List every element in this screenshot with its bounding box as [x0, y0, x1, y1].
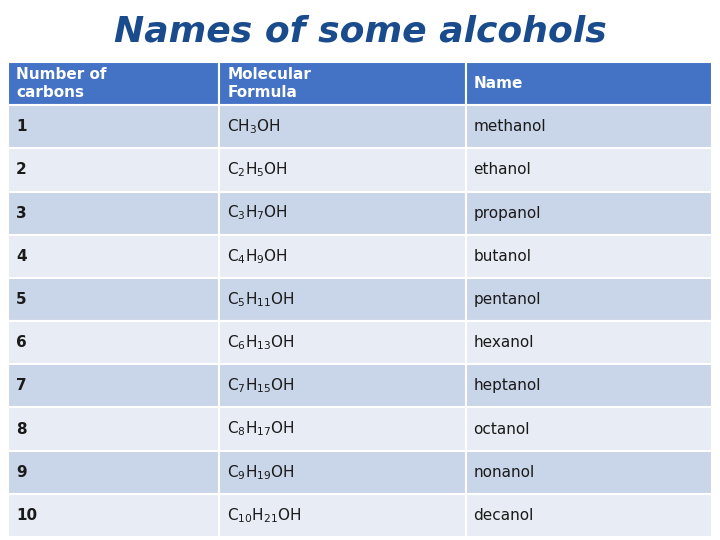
- Bar: [219, 105, 466, 148]
- Bar: [466, 321, 712, 365]
- Text: octanol: octanol: [474, 422, 530, 436]
- Text: C$_2$H$_5$OH: C$_2$H$_5$OH: [228, 160, 288, 179]
- Bar: [8, 321, 219, 365]
- Text: C$_6$H$_{13}$OH: C$_6$H$_{13}$OH: [228, 333, 295, 352]
- Text: nonanol: nonanol: [474, 465, 535, 480]
- Bar: [219, 62, 466, 105]
- Bar: [466, 494, 712, 537]
- Bar: [466, 148, 712, 192]
- Text: propanol: propanol: [474, 206, 541, 221]
- Bar: [8, 364, 219, 408]
- Text: 1: 1: [16, 119, 27, 134]
- Bar: [219, 278, 466, 321]
- Bar: [466, 105, 712, 148]
- Bar: [8, 408, 219, 451]
- Text: C$_{10}$H$_{21}$OH: C$_{10}$H$_{21}$OH: [228, 506, 302, 525]
- Text: heptanol: heptanol: [474, 379, 541, 393]
- Bar: [219, 494, 466, 537]
- Bar: [219, 192, 466, 235]
- Text: 2: 2: [16, 163, 27, 178]
- Text: 9: 9: [16, 465, 27, 480]
- Bar: [219, 235, 466, 278]
- Text: 5: 5: [16, 292, 27, 307]
- Text: 3: 3: [16, 206, 27, 221]
- Text: pentanol: pentanol: [474, 292, 541, 307]
- Text: 4: 4: [16, 249, 27, 264]
- Bar: [8, 494, 219, 537]
- Bar: [8, 105, 219, 148]
- Text: decanol: decanol: [474, 508, 534, 523]
- Bar: [219, 451, 466, 494]
- Text: hexanol: hexanol: [474, 335, 534, 350]
- Bar: [8, 278, 219, 321]
- Bar: [8, 62, 219, 105]
- Bar: [8, 235, 219, 278]
- Bar: [466, 192, 712, 235]
- Text: methanol: methanol: [474, 119, 546, 134]
- Bar: [219, 148, 466, 192]
- Text: butanol: butanol: [474, 249, 531, 264]
- Bar: [8, 192, 219, 235]
- Text: C$_3$H$_7$OH: C$_3$H$_7$OH: [228, 204, 288, 222]
- Bar: [466, 451, 712, 494]
- Text: C$_5$H$_{11}$OH: C$_5$H$_{11}$OH: [228, 290, 295, 309]
- Text: C$_8$H$_{17}$OH: C$_8$H$_{17}$OH: [228, 420, 295, 438]
- Text: C$_7$H$_{15}$OH: C$_7$H$_{15}$OH: [228, 376, 295, 395]
- Bar: [466, 62, 712, 105]
- Bar: [466, 235, 712, 278]
- Bar: [466, 278, 712, 321]
- Bar: [219, 408, 466, 451]
- Bar: [8, 148, 219, 192]
- Bar: [219, 321, 466, 365]
- Text: CH$_3$OH: CH$_3$OH: [228, 117, 281, 136]
- Text: Names of some alcohols: Names of some alcohols: [114, 15, 606, 49]
- Bar: [466, 408, 712, 451]
- Bar: [219, 364, 466, 408]
- Text: 6: 6: [16, 335, 27, 350]
- Bar: [8, 451, 219, 494]
- Text: Number of
carbons: Number of carbons: [16, 67, 107, 100]
- Text: ethanol: ethanol: [474, 163, 531, 178]
- Text: C$_9$H$_{19}$OH: C$_9$H$_{19}$OH: [228, 463, 295, 482]
- Text: Name: Name: [474, 76, 523, 91]
- Text: 7: 7: [16, 379, 27, 393]
- Text: 10: 10: [16, 508, 37, 523]
- Text: 8: 8: [16, 422, 27, 436]
- Text: C$_4$H$_9$OH: C$_4$H$_9$OH: [228, 247, 288, 266]
- Bar: [466, 364, 712, 408]
- Text: Molecular
Formula: Molecular Formula: [228, 67, 311, 100]
